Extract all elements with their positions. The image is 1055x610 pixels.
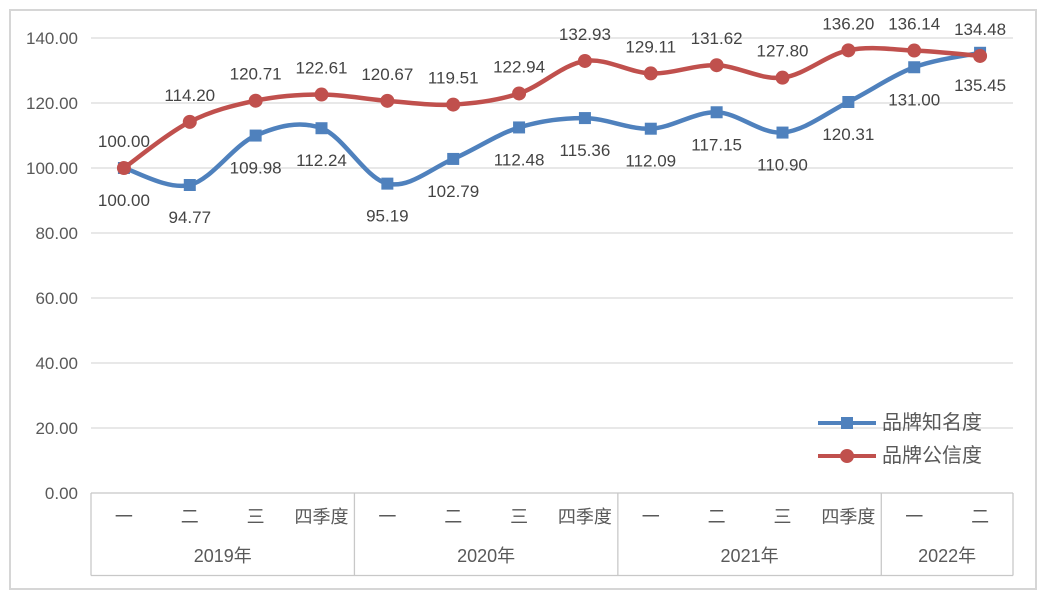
brand-awareness-data-label: 120.31 — [822, 125, 874, 144]
brand-awareness-data-label: 100.00 — [98, 191, 150, 210]
brand-awareness-data-label: 110.90 — [757, 156, 808, 175]
brand-credibility-data-label: 100.00 — [98, 132, 150, 151]
brand-credibility-data-label: 122.61 — [296, 59, 348, 78]
x-tick-quarter-label: 一 — [378, 507, 396, 527]
y-tick-label: 0.00 — [45, 484, 78, 503]
brand-credibility-data-label: 136.14 — [888, 15, 940, 34]
brand-awareness-marker — [644, 122, 657, 135]
brand-credibility-data-label: 129.11 — [625, 37, 676, 56]
y-tick-label: 100.00 — [26, 159, 78, 178]
brand-credibility-marker — [380, 93, 395, 108]
x-tick-quarter-label: 一 — [642, 507, 660, 527]
brand-credibility-data-label: 119.51 — [428, 69, 479, 88]
brand-awareness-data-label: 112.24 — [296, 151, 347, 170]
brand-credibility-marker — [314, 87, 329, 102]
brand-credibility-marker — [116, 161, 131, 175]
brand-awareness-data-label: 112.48 — [494, 150, 545, 169]
x-tick-year-label: 2020年 — [457, 546, 515, 566]
brand-credibility-marker — [248, 93, 263, 108]
legend-item-brand-awareness[interactable]: 品牌知名度 — [818, 406, 982, 439]
legend-label-brand-credibility: 品牌公信度 — [882, 444, 982, 467]
y-tick-label: 80.00 — [35, 224, 78, 243]
brand-awareness-data-label: 131.00 — [888, 90, 940, 109]
brand-credibility-marker — [775, 70, 790, 85]
legend: 品牌知名度 品牌公信度 — [818, 406, 982, 472]
brand-awareness-data-label: 115.36 — [560, 141, 611, 160]
brand-credibility-data-label: 122.94 — [493, 57, 545, 76]
brand-awareness-marker — [908, 61, 921, 74]
brand-awareness-marker — [315, 122, 328, 135]
x-tick-quarter-label: 四季度 — [295, 507, 349, 527]
x-tick-quarter-label: 二 — [181, 507, 199, 527]
brand-awareness-data-label: 94.77 — [169, 208, 212, 227]
brand-awareness-data-label: 117.15 — [691, 135, 742, 154]
brand-credibility-marker — [182, 114, 197, 129]
y-tick-label: 140.00 — [26, 29, 78, 48]
brand-credibility-marker — [841, 43, 856, 58]
y-tick-label: 20.00 — [35, 419, 78, 438]
brand-credibility-data-label: 131.62 — [691, 29, 743, 48]
brand-credibility-marker — [512, 86, 527, 101]
brand-awareness-marker — [776, 126, 789, 139]
brand-credibility-marker — [709, 58, 724, 73]
brand-awareness-data-label: 112.09 — [625, 152, 676, 171]
brand-credibility-data-label: 136.20 — [822, 14, 874, 33]
legend-item-brand-credibility[interactable]: 品牌公信度 — [818, 439, 982, 472]
x-tick-quarter-label: 二 — [708, 507, 726, 527]
x-tick-year-label: 2019年 — [194, 546, 252, 566]
brand-credibility-data-label: 120.71 — [230, 65, 282, 84]
brand-credibility-marker — [973, 48, 988, 63]
brand-awareness-data-label: 109.98 — [230, 159, 282, 178]
x-tick-quarter-label: 四季度 — [558, 507, 612, 527]
legend-label-brand-awareness: 品牌知名度 — [882, 411, 982, 434]
brand-awareness-marker — [578, 112, 591, 125]
brand-awareness-data-label: 95.19 — [366, 207, 409, 226]
x-tick-year-label: 2022年 — [918, 546, 976, 566]
x-tick-quarter-label: 四季度 — [821, 507, 875, 527]
brand-credibility-marker — [446, 97, 461, 112]
brand-credibility-marker — [643, 66, 658, 81]
brand-awareness-marker — [249, 129, 262, 142]
x-tick-quarter-label: 一 — [115, 507, 133, 527]
brand-credibility-data-label: 114.20 — [164, 86, 215, 105]
brand-awareness-data-label: 135.45 — [954, 76, 1006, 95]
brand-awareness-marker — [183, 178, 196, 191]
brand-awareness-marker — [381, 177, 394, 190]
y-tick-label: 60.00 — [35, 289, 78, 308]
x-tick-quarter-label: 三 — [510, 507, 528, 527]
y-tick-label: 40.00 — [35, 354, 78, 373]
x-tick-quarter-label: 三 — [774, 507, 792, 527]
brand-awareness-marker — [447, 152, 460, 165]
x-tick-quarter-label: 三 — [247, 507, 265, 527]
y-tick-label: 120.00 — [26, 94, 78, 113]
brand-credibility-marker — [577, 53, 592, 68]
x-tick-quarter-label: 一 — [905, 507, 923, 527]
brand-credibility-data-label: 120.67 — [361, 65, 413, 84]
brand-credibility-data-label: 134.48 — [954, 20, 1006, 39]
x-tick-quarter-label: 二 — [444, 507, 462, 527]
circle-series-marker-icon — [818, 448, 876, 463]
square-series-marker-icon — [818, 416, 876, 429]
brand-credibility-marker — [907, 43, 922, 58]
brand-awareness-marker — [842, 95, 855, 108]
brand-awareness-data-label: 102.79 — [427, 182, 479, 201]
x-tick-year-label: 2021年 — [721, 546, 779, 566]
x-tick-quarter-label: 二 — [971, 507, 989, 527]
brand-awareness-marker — [513, 121, 526, 134]
brand-credibility-data-label: 127.80 — [757, 42, 809, 61]
brand-credibility-data-label: 132.93 — [559, 25, 611, 44]
brand-awareness-marker — [710, 106, 723, 119]
